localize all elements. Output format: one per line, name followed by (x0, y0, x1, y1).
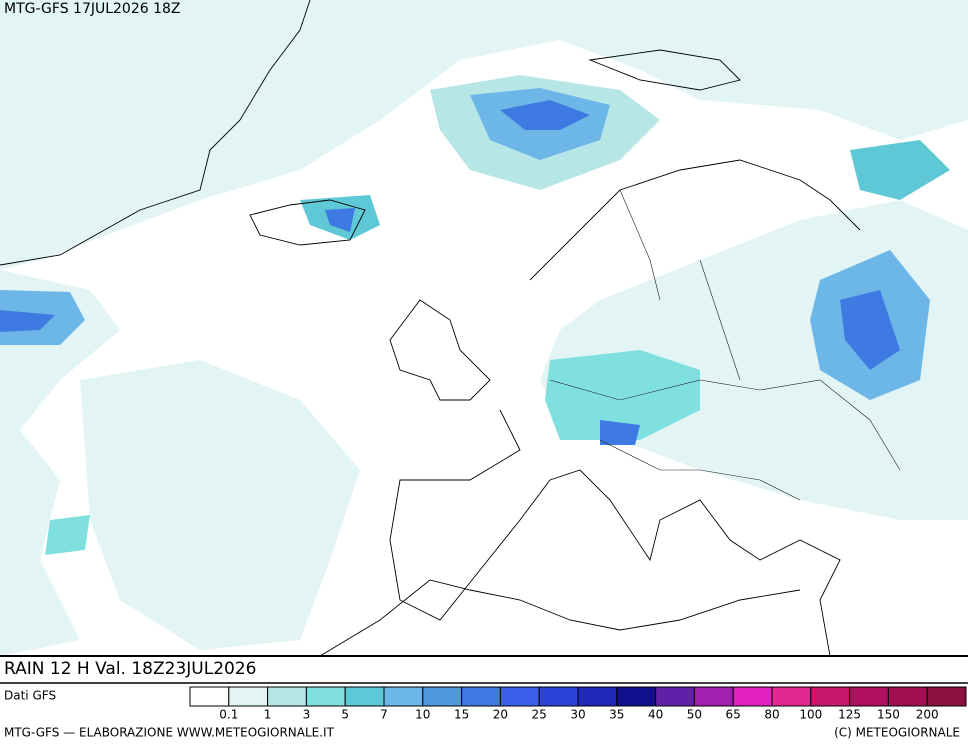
rain-area (840, 290, 900, 370)
source-label: Dati GFS (4, 689, 56, 703)
legend-swatch (305, 686, 346, 707)
legend-swatch (499, 686, 540, 707)
legend-label: 125 (838, 708, 861, 722)
legend-label: 10 (415, 708, 430, 722)
coastline (389, 299, 491, 401)
legend-label: 40 (648, 708, 663, 722)
legend-swatch (771, 686, 812, 707)
rain-area (0, 310, 55, 332)
rain-area (0, 270, 120, 656)
rain-area (500, 100, 590, 130)
legend-swatch (267, 686, 307, 707)
legend-label: 3 (303, 708, 311, 722)
legend-label: 150 (877, 708, 900, 722)
coastline (319, 579, 801, 657)
rain-area (325, 208, 355, 232)
legend-swatch (344, 686, 385, 707)
legend-label: 65 (726, 708, 741, 722)
legend-label: 80 (764, 708, 779, 722)
legend-swatch (461, 686, 501, 707)
rain-area (80, 360, 360, 650)
legend-swatch (693, 686, 734, 707)
legend-swatch (577, 686, 618, 707)
legend-swatch (538, 686, 579, 707)
legend-label: 1 (264, 708, 272, 722)
footer-right: (C) METEOGIORNALE (834, 726, 960, 740)
legend-swatch (926, 686, 967, 707)
legend-label: 0.1 (219, 708, 238, 722)
coastline (249, 199, 366, 246)
legend-swatch (655, 686, 695, 707)
map: MTG-GFS 17JUL2026 18Z (0, 0, 968, 657)
border (549, 189, 901, 501)
rain-area (850, 140, 950, 200)
legend-label: 25 (532, 708, 547, 722)
legend-label: 5 (341, 708, 349, 722)
legend: 0.1 1 3 5 7 10 15 20 25 30 35 40 50 65 80 100 125 150 200 (189, 686, 967, 722)
legend-label: 35 (609, 708, 624, 722)
rain-area (600, 420, 640, 445)
legend-label: 100 (799, 708, 822, 722)
legend-swatch (849, 686, 889, 707)
legend-label: 20 (493, 708, 508, 722)
legend-swatch (228, 686, 269, 707)
legend-label: 30 (570, 708, 585, 722)
coastline (389, 409, 841, 657)
legend-label: 7 (380, 708, 388, 722)
run-label: MTG-GFS 17JUL2026 18Z (4, 1, 181, 17)
legend-swatch (422, 686, 463, 707)
legend-swatch (616, 686, 657, 707)
legend-swatch (732, 686, 773, 707)
footer-left: MTG-GFS — ELABORAZIONE WWW.METEOGIORNALE… (4, 726, 335, 740)
coastline (0, 0, 311, 266)
rain-area (0, 0, 968, 270)
legend-label: 15 (454, 708, 469, 722)
rain-area (45, 515, 90, 555)
legend-label: 50 (687, 708, 702, 722)
legend-swatch (189, 686, 230, 707)
rain-area (545, 350, 700, 440)
legend-swatch (887, 686, 928, 707)
coastline (529, 159, 861, 281)
legend-swatch (383, 686, 424, 707)
legend-label: 200 (916, 708, 939, 722)
map-title: RAIN 12 H Val. 18Z23JUL2026 (4, 659, 256, 679)
legend-swatch (810, 686, 851, 707)
coastline (588, 49, 741, 91)
